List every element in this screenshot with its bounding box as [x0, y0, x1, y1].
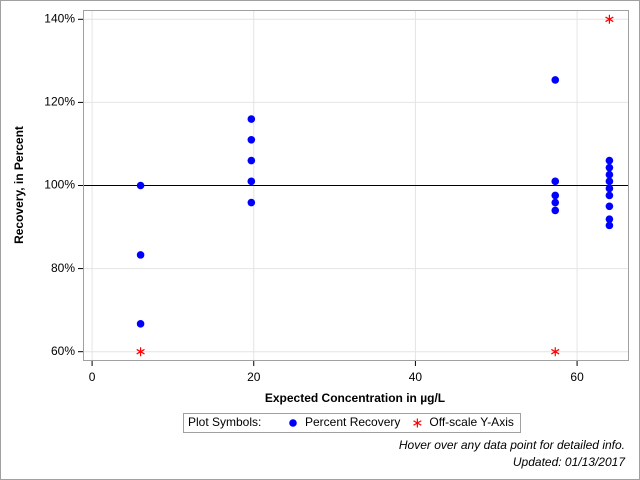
legend-label: Percent Recovery — [305, 415, 400, 429]
legend-marker — [413, 418, 422, 428]
x-tick-label: 20 — [247, 370, 261, 384]
point — [247, 177, 256, 186]
point — [605, 202, 614, 211]
y-tick-label: 60% — [51, 344, 75, 358]
legend-title: Plot Symbols: — [188, 415, 261, 429]
y-tick-label: 140% — [44, 11, 75, 25]
point — [247, 135, 256, 144]
point — [136, 251, 145, 259]
legend-label: Off-scale Y-Axis — [429, 415, 513, 429]
y-tick-label: 100% — [44, 178, 75, 192]
legend-marker — [289, 419, 297, 427]
point — [551, 206, 560, 215]
footnote: Updated: 01/13/2017 — [513, 455, 626, 469]
point — [605, 163, 614, 172]
y-axis-label: Recovery, in Percent — [12, 126, 26, 244]
point — [136, 347, 145, 357]
point — [551, 177, 560, 186]
point — [605, 184, 614, 193]
point — [605, 156, 614, 165]
x-axis-label: Expected Concentration in µg/L — [265, 391, 445, 405]
point — [605, 170, 614, 179]
point — [247, 156, 256, 165]
point — [247, 198, 256, 207]
point — [247, 115, 256, 123]
footnote: Hover over any data point for detailed i… — [399, 438, 625, 452]
y-tick-label: 120% — [44, 95, 75, 109]
point — [605, 191, 614, 200]
point — [605, 221, 614, 230]
plot-frame — [83, 10, 629, 361]
point — [551, 191, 560, 200]
point — [551, 76, 560, 84]
point — [605, 14, 614, 24]
point — [605, 177, 614, 186]
point — [136, 181, 145, 190]
point — [136, 320, 145, 328]
y-tick-label: 80% — [51, 261, 75, 275]
point — [605, 215, 614, 223]
x-tick-label: 40 — [409, 370, 423, 384]
point — [551, 198, 560, 207]
x-tick-label: 60 — [570, 370, 584, 384]
x-tick-label: 0 — [89, 370, 96, 384]
point — [551, 347, 560, 357]
legend-box — [183, 413, 521, 433]
